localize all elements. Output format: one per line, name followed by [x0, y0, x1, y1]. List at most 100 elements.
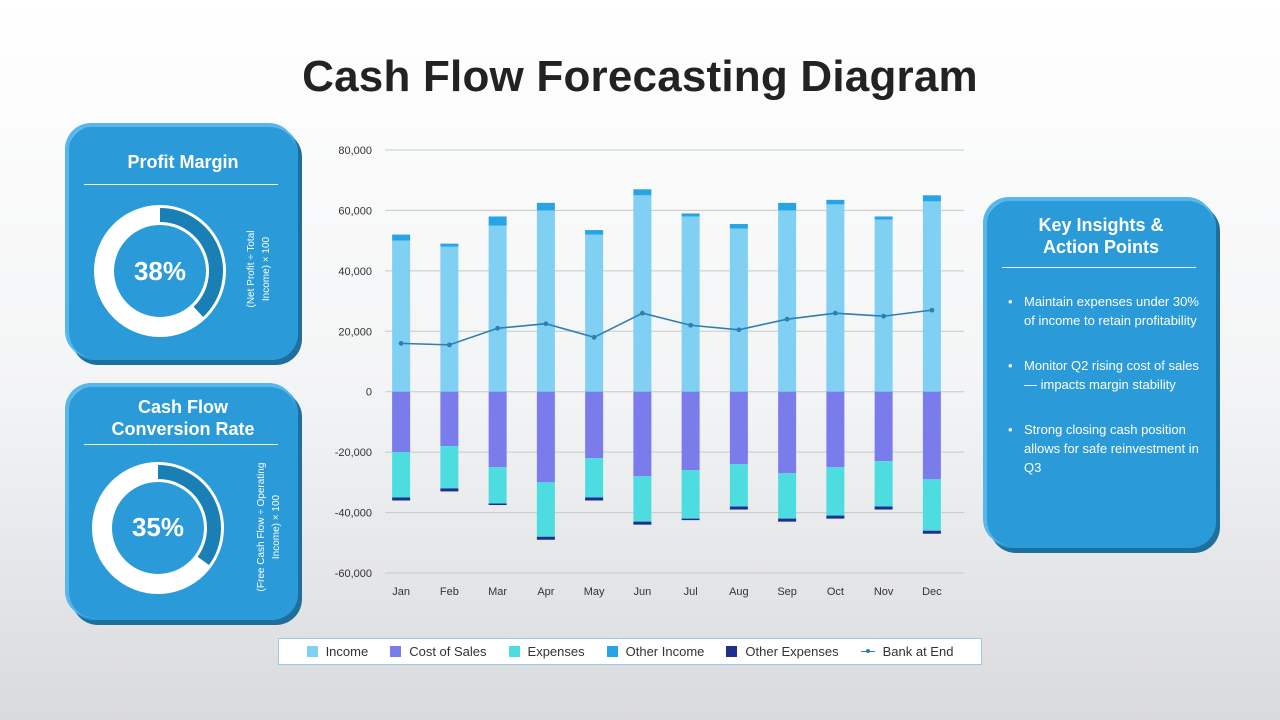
insights-list: Maintain expenses under 30% of income to… — [1006, 292, 1206, 503]
cash-flow-chart: 80,000 60,000 40,000 20,000 0 -20,000 -40,000 -… — [335, 145, 964, 598]
insights-divider — [1002, 267, 1196, 268]
bar-other-income — [536, 202, 555, 211]
conversion-rate-donut — [92, 462, 224, 594]
bar-expenses — [585, 458, 604, 498]
bar-expenses — [392, 452, 411, 498]
bar-expenses — [826, 467, 845, 516]
legend-swatch-bank-at-end — [860, 646, 875, 657]
y-tick-label: 80,000 — [338, 145, 372, 157]
profit-margin-value: 38% — [133, 256, 187, 286]
legend-swatch-other-income — [606, 646, 618, 657]
bar-expenses — [681, 470, 700, 519]
legend-other-income: Other Income — [606, 644, 705, 659]
bar-cost-of-sales — [488, 391, 507, 468]
bar-income — [392, 240, 411, 392]
bar-cost-of-sales — [392, 391, 411, 453]
bank-at-end-point — [543, 321, 549, 327]
bar-income — [440, 246, 459, 392]
x-tick-label: Jul — [684, 586, 698, 598]
bar-other-expenses — [681, 518, 700, 521]
bar-cost-of-sales — [633, 391, 652, 477]
bank-at-end-point — [736, 327, 742, 333]
bar-cost-of-sales — [729, 391, 748, 465]
insight-item: Monitor Q2 rising cost of sales — impact… — [1006, 356, 1206, 394]
bar-other-income — [874, 216, 893, 220]
bar-cost-of-sales — [922, 391, 941, 480]
bar-income — [585, 234, 604, 392]
page-title: Cash Flow Forecasting Diagram — [302, 52, 978, 101]
bank-at-end-point — [446, 342, 452, 348]
x-tick-label: Feb — [440, 586, 459, 598]
legend-expenses: Expenses — [508, 644, 585, 659]
bar-other-expenses — [826, 515, 845, 519]
chart-legend: Income Cost of Sales Expenses Other Inco… — [278, 638, 982, 665]
bar-expenses — [778, 473, 797, 519]
profit-margin-formula: (Net Profit ÷ Total Income) × 100 — [246, 230, 272, 308]
bar-other-expenses — [536, 536, 555, 540]
profit-margin-donut — [94, 205, 226, 337]
bar-cost-of-sales — [585, 391, 604, 459]
bar-income — [874, 219, 893, 392]
y-tick-label: -60,000 — [335, 568, 372, 580]
bar-cost-of-sales — [826, 391, 845, 468]
bar-other-income — [585, 230, 604, 235]
bar-other-expenses — [488, 503, 507, 506]
bank-at-end-point — [591, 334, 597, 340]
bank-at-end-point — [929, 307, 935, 313]
legend-label-income: Income — [325, 644, 369, 659]
bar-income — [826, 204, 845, 392]
bar-income — [633, 195, 652, 392]
y-tick-label: 40,000 — [338, 266, 372, 278]
y-tick-label: 20,000 — [338, 326, 372, 338]
bar-income — [488, 225, 507, 392]
bank-at-end-point — [495, 325, 501, 331]
bar-other-expenses — [585, 497, 604, 501]
bank-at-end-point — [398, 340, 404, 346]
bar-cost-of-sales — [536, 391, 555, 483]
x-tick-label: Mar — [488, 586, 507, 598]
profit-margin-card: Profit Margin 38% (Net Profit ÷ Total In… — [65, 123, 298, 360]
bar-other-expenses — [922, 530, 941, 534]
x-tick-label: Dec — [922, 586, 942, 598]
legend-bank-at-end: Bank at End — [860, 644, 953, 659]
y-tick-label: 0 — [366, 387, 372, 399]
bar-expenses — [922, 479, 941, 531]
x-tick-label: Aug — [729, 586, 749, 598]
bank-at-end-point — [784, 316, 790, 322]
x-tick-label: Apr — [537, 586, 554, 598]
bar-expenses — [729, 464, 748, 507]
insight-item: Maintain expenses under 30% of income to… — [1006, 292, 1206, 330]
y-tick-label: 60,000 — [338, 205, 372, 217]
bar-income — [681, 216, 700, 392]
bar-income — [729, 228, 748, 392]
bank-at-end-line — [401, 309, 932, 346]
bar-other-income — [729, 224, 748, 229]
legend-income: Income — [306, 644, 369, 659]
bar-cost-of-sales — [681, 391, 700, 471]
legend-label-cost-of-sales: Cost of Sales — [409, 644, 487, 659]
bar-other-income — [778, 202, 797, 211]
x-tick-label: May — [584, 586, 605, 598]
legend-label-other-income: Other Income — [625, 644, 705, 659]
y-tick-label: -20,000 — [335, 447, 372, 459]
bar-other-income — [392, 234, 411, 241]
bank-at-end-point — [881, 313, 887, 319]
bar-other-income — [633, 189, 652, 196]
profit-donut-arc — [159, 208, 223, 317]
x-tick-label: Jan — [392, 586, 410, 598]
conversion-rate-divider — [84, 444, 278, 445]
bar-income — [922, 201, 941, 392]
bar-other-income — [826, 199, 845, 205]
legend-other-expenses: Other Expenses — [726, 644, 839, 659]
x-tick-label: Jun — [634, 586, 652, 598]
bar-other-income — [922, 195, 941, 202]
bar-other-income — [681, 213, 700, 217]
bar-expenses — [440, 446, 459, 489]
bar-income — [536, 210, 555, 392]
profit-margin-divider — [84, 184, 278, 185]
bar-income — [778, 210, 797, 392]
bar-cost-of-sales — [874, 391, 893, 462]
conversion-rate-formula: (Free Cash Flow ÷ Operating Income) × 10… — [256, 462, 282, 592]
bar-other-income — [440, 243, 459, 247]
legend-swatch-income — [306, 646, 318, 657]
